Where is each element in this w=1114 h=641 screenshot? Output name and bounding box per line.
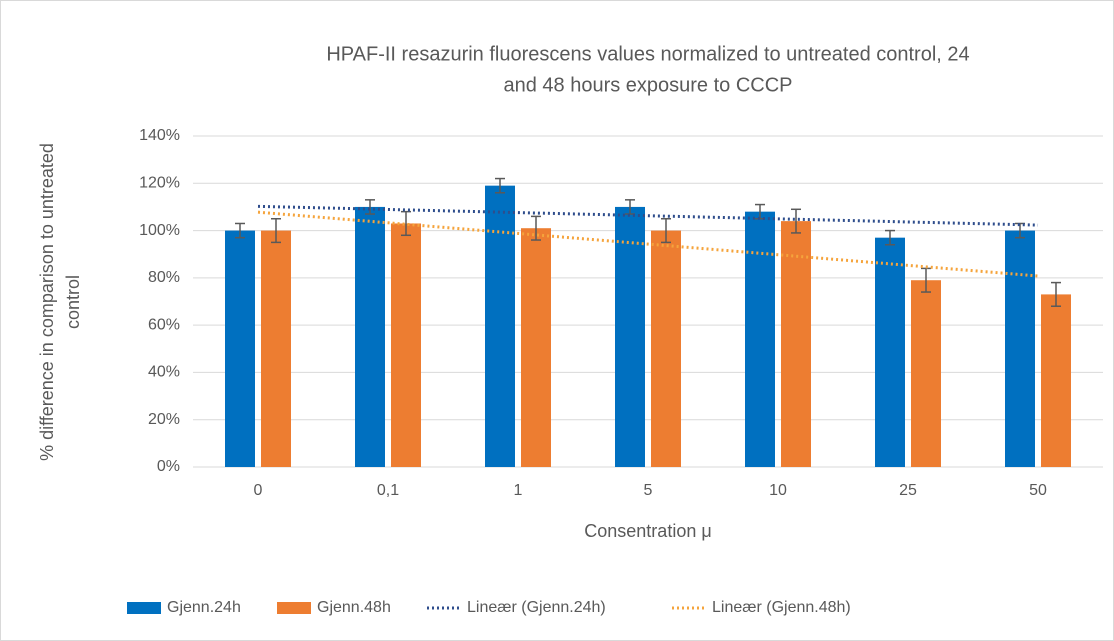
error-bar xyxy=(885,229,895,246)
y-tick-label: 0% xyxy=(157,458,180,475)
bar xyxy=(225,230,255,467)
bar xyxy=(521,228,551,467)
bar xyxy=(911,280,941,467)
trend-line xyxy=(257,204,1039,227)
bar xyxy=(261,230,291,467)
bar xyxy=(615,206,645,467)
error-bar xyxy=(235,222,245,239)
error-bar xyxy=(661,218,671,244)
y-tick-label: 60% xyxy=(148,316,180,333)
y-tick-label: 140% xyxy=(139,127,180,144)
chart-title: HPAF-II resazurin fluorescens values nor… xyxy=(326,43,969,65)
legend-label: Lineær (Gjenn.24h) xyxy=(467,599,606,616)
bar xyxy=(391,223,421,467)
x-tick-label: 1 xyxy=(514,482,523,499)
bar xyxy=(485,185,515,467)
legend-swatch xyxy=(277,602,311,614)
y-axis-label: % difference in comparison to untreated xyxy=(37,143,57,461)
y-tick-label: 20% xyxy=(148,411,180,428)
x-axis-label: Consentration μ xyxy=(584,521,711,541)
x-tick-label: 0,1 xyxy=(377,482,399,499)
y-tick-label: 100% xyxy=(139,222,180,239)
y-tick-label: 80% xyxy=(148,269,180,286)
bar xyxy=(355,206,385,467)
error-bar xyxy=(271,218,281,244)
error-bar xyxy=(1051,281,1061,307)
bar xyxy=(875,237,905,467)
legend-label: Gjenn.24h xyxy=(167,599,241,616)
legend-label: Lineær (Gjenn.48h) xyxy=(712,599,851,616)
x-tick-label: 5 xyxy=(644,482,653,499)
error-bar xyxy=(921,267,931,293)
error-bar xyxy=(365,199,375,215)
bar xyxy=(1041,294,1071,467)
error-bar xyxy=(791,208,801,234)
bar xyxy=(745,211,775,467)
trend-line xyxy=(257,210,1039,278)
error-bar xyxy=(495,177,505,194)
chart-title: and 48 hours exposure to CCCP xyxy=(503,74,792,96)
bar xyxy=(651,230,681,467)
y-tick-label: 40% xyxy=(148,364,180,381)
x-tick-label: 25 xyxy=(899,482,917,499)
y-axis-label: control xyxy=(63,275,83,329)
bar xyxy=(781,221,811,467)
error-bar xyxy=(401,210,411,237)
x-tick-label: 0 xyxy=(254,482,263,499)
bar xyxy=(1005,230,1035,467)
error-bar xyxy=(531,215,541,241)
legend-swatch xyxy=(127,602,161,614)
legend-label: Gjenn.48h xyxy=(317,599,391,616)
x-tick-label: 10 xyxy=(769,482,787,499)
y-tick-label: 120% xyxy=(139,175,180,192)
x-tick-label: 50 xyxy=(1029,482,1047,499)
